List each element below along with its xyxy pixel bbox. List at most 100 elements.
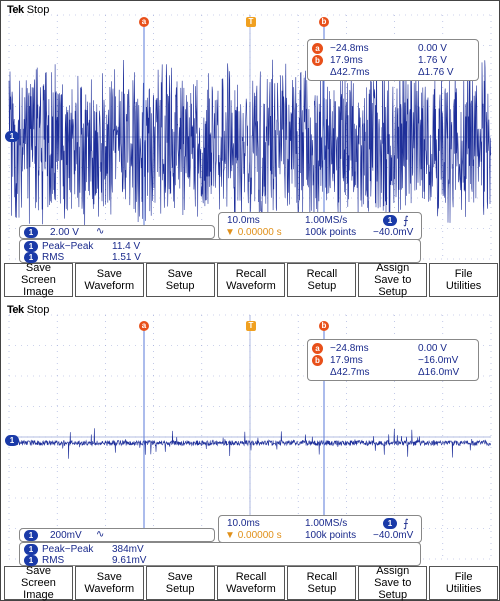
meas2-badge: 1 — [24, 555, 38, 566]
trigger-arrow-icon: ▼ — [225, 530, 235, 541]
horizontal-info: 10.0ms 1.00MS/s 1 ⨍ ▼ 0.00000 s 100k poi… — [218, 212, 422, 240]
cursor-b-row: b 17.9ms 1.76 V — [308, 55, 478, 68]
brand-logo: Tek — [7, 4, 24, 16]
timebase-value: 10.0ms — [227, 518, 260, 529]
softkey-save-setup[interactable]: Save Setup — [145, 263, 215, 297]
cursor-readout: a −24.8ms 0.00 V b 17.9ms 1.76 V Δ42.7ms… — [307, 39, 479, 81]
trigger-position-marker[interactable]: T — [246, 17, 256, 27]
trigger-source-badge: 1 — [383, 215, 397, 226]
acq-status: Stop — [26, 4, 50, 16]
measurement-panel: 1 Peak−Peak 384mV 1 RMS 9.61mV — [19, 542, 421, 566]
softkey-save-screen-image[interactable]: Save Screen Image — [4, 262, 73, 298]
cursor-b-badge: b — [312, 55, 323, 66]
horizontal-info: 10.0ms 1.00MS/s 1 ⨍ ▼ 0.00000 s 100k poi… — [218, 515, 422, 543]
cursor-b-value: −16.0mV — [418, 355, 459, 366]
softkey-assign-save[interactable]: Assign Save to Setup — [358, 565, 428, 601]
waveform-trace — [8, 59, 491, 232]
ground-level-marker[interactable]: 1 — [5, 131, 19, 142]
cursor-a-badge: a — [312, 43, 323, 54]
waveform-trace — [8, 428, 491, 459]
cursor-b-time: 17.9ms — [330, 355, 363, 366]
coupling-icon: ∿ — [96, 529, 105, 540]
delta-time: Δ42.7ms — [330, 367, 370, 378]
meas2-label: RMS — [42, 252, 65, 263]
cursor-a-marker[interactable]: a — [139, 17, 149, 27]
brand-status: Tek Stop — [7, 4, 49, 16]
channel-badge: 1 — [24, 227, 38, 238]
cursor-b-value: 1.76 V — [418, 55, 447, 66]
cursor-delta-row: Δ42.7ms Δ16.0mV — [308, 367, 478, 380]
trigger-level: −40.0mV — [373, 530, 414, 541]
cursor-a-row: a −24.8ms 0.00 V — [308, 343, 478, 356]
trigger-arrow-icon: ▼ — [225, 227, 235, 238]
trigger-level: −40.0mV — [373, 227, 414, 238]
softkey-recall-waveform[interactable]: Recall Waveform — [216, 263, 286, 297]
cursor-readout: a −24.8ms 0.00 V b 17.9ms −16.0mV Δ42.7m… — [307, 339, 479, 381]
scope-panel-1: Tek Stop a −24.8ms 0.00 V b 17.9ms 1.76 … — [4, 3, 499, 299]
cursor-b-badge: b — [312, 355, 323, 366]
softkey-assign-save[interactable]: Assign Save to Setup — [358, 262, 428, 298]
sample-rate: 1.00MS/s — [305, 518, 348, 529]
cursor-a-value: 0.00 V — [418, 343, 447, 354]
trigger-source-badge: 1 — [383, 518, 397, 529]
softkey-file-utilities[interactable]: File Utilities — [429, 566, 499, 600]
softkey-recall-setup[interactable]: Recall Setup — [287, 263, 357, 297]
cursor-a-marker[interactable]: a — [139, 321, 149, 331]
measurement-panel: 1 Peak−Peak 11.4 V 1 RMS 1.51 V — [19, 239, 421, 263]
softkey-save-waveform[interactable]: Save Waveform — [74, 566, 144, 600]
trigger-slope-icon: ⨍ — [403, 518, 409, 530]
softkey-recall-waveform[interactable]: Recall Waveform — [216, 566, 286, 600]
meas2-label: RMS — [42, 555, 65, 566]
channel-badge: 1 — [24, 530, 38, 541]
cursor-a-row: a −24.8ms 0.00 V — [308, 43, 478, 56]
delta-value: Δ16.0mV — [418, 367, 460, 378]
softkey-save-screen-image[interactable]: Save Screen Image — [4, 565, 73, 601]
meas1-badge: 1 — [24, 241, 38, 252]
softkey-bar: Save Screen Image Save Waveform Save Set… — [4, 262, 499, 298]
meas1-label: Peak−Peak — [42, 241, 94, 252]
vertical-info: 1 2.00 V ∿ — [19, 225, 215, 239]
meas2-value: 1.51 V — [112, 252, 141, 263]
softkey-file-utilities[interactable]: File Utilities — [429, 263, 499, 297]
meas1-badge: 1 — [24, 544, 38, 555]
meas1-value: 384mV — [112, 544, 144, 555]
trigger-slope-icon: ⨍ — [403, 215, 409, 227]
softkey-bar: Save Screen Image Save Waveform Save Set… — [4, 565, 499, 601]
timebase-value: 10.0ms — [227, 215, 260, 226]
trigger-position-marker[interactable]: T — [246, 321, 256, 331]
softkey-save-waveform[interactable]: Save Waveform — [74, 263, 144, 297]
cursor-a-time: −24.8ms — [330, 43, 369, 54]
cursor-a-value: 0.00 V — [418, 43, 447, 54]
ground-level-marker[interactable]: 1 — [5, 435, 19, 446]
cursor-delta-row: Δ42.7ms Δ1.76 V — [308, 67, 478, 80]
trigger-position: ▼ 0.00000 s — [225, 227, 282, 238]
trigger-pos-value: 0.00000 s — [237, 227, 282, 238]
brand-status: Tek Stop — [7, 304, 49, 316]
meas1-label: Peak−Peak — [42, 544, 94, 555]
cursor-a-time: −24.8ms — [330, 343, 369, 354]
delta-time: Δ42.7ms — [330, 67, 370, 78]
coupling-icon: ∿ — [96, 226, 105, 237]
meas1-value: 11.4 V — [112, 241, 141, 252]
acq-status: Stop — [26, 304, 50, 316]
cursor-b-row: b 17.9ms −16.0mV — [308, 355, 478, 368]
trigger-pos-value: 0.00000 s — [237, 530, 282, 541]
record-length: 100k points — [305, 227, 357, 238]
cursor-b-marker[interactable]: b — [319, 17, 329, 27]
meas2-badge: 1 — [24, 252, 38, 263]
scope-panel-2: Tek Stop a −24.8ms 0.00 V b 17.9ms −16.0… — [4, 303, 499, 601]
record-length: 100k points — [305, 530, 357, 541]
delta-value: Δ1.76 V — [418, 67, 454, 78]
softkey-recall-setup[interactable]: Recall Setup — [287, 566, 357, 600]
cursor-b-time: 17.9ms — [330, 55, 363, 66]
vertical-info: 1 200mV ∿ — [19, 528, 215, 542]
brand-logo: Tek — [7, 304, 24, 316]
channel-scale: 2.00 V — [50, 227, 79, 238]
cursor-a-badge: a — [312, 343, 323, 354]
meas2-value: 9.61mV — [112, 555, 147, 566]
cursor-b-marker[interactable]: b — [319, 321, 329, 331]
sample-rate: 1.00MS/s — [305, 215, 348, 226]
softkey-save-setup[interactable]: Save Setup — [145, 566, 215, 600]
channel-scale: 200mV — [50, 530, 82, 541]
trigger-position: ▼ 0.00000 s — [225, 530, 282, 541]
